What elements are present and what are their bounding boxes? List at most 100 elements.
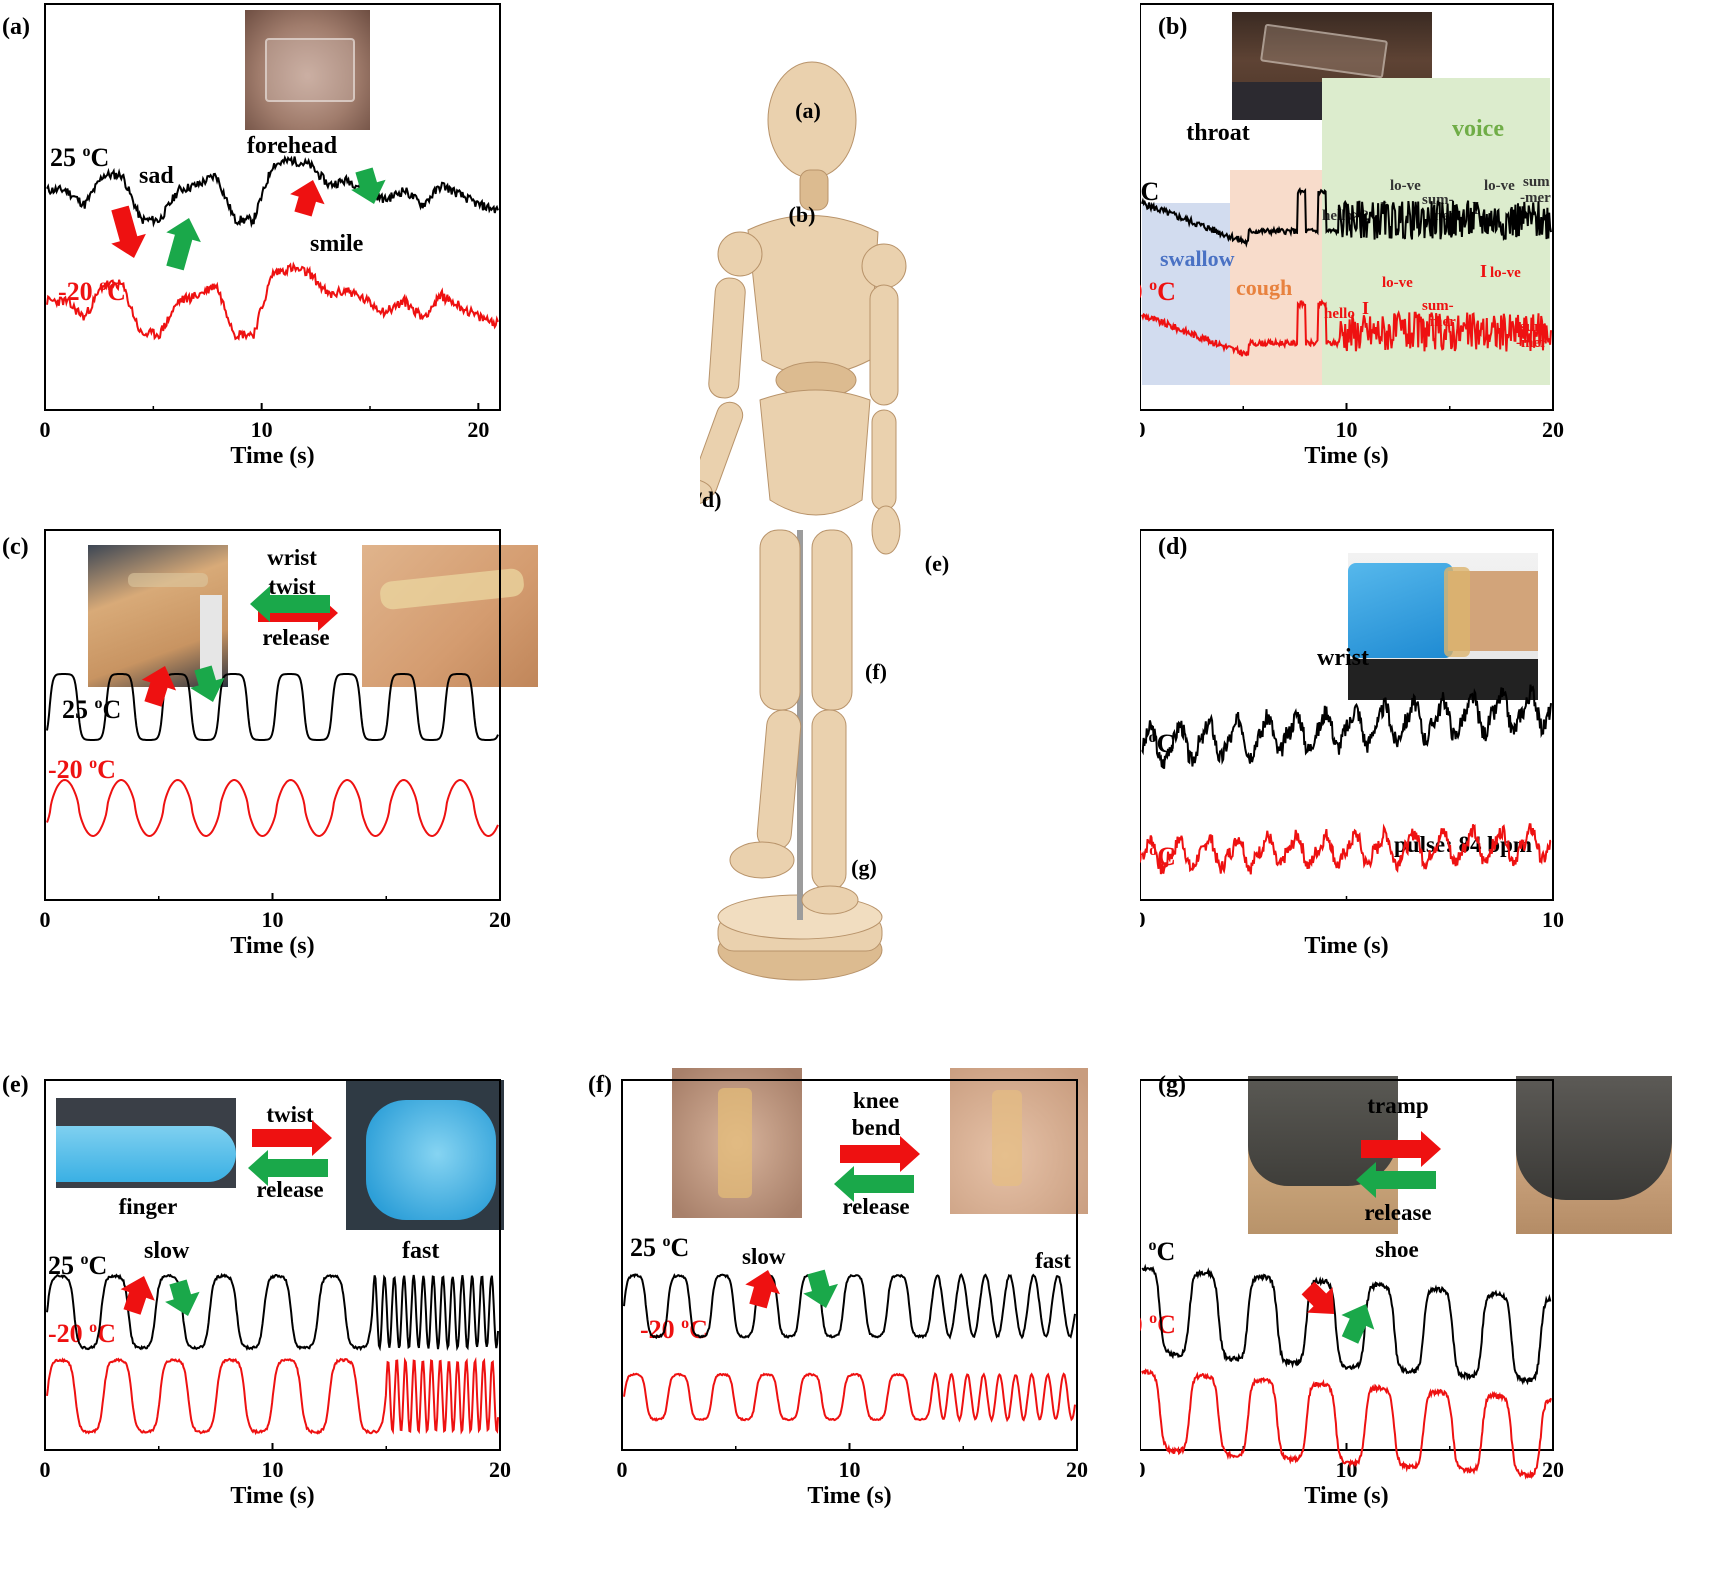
chart-g-xtick-label: 20 — [1542, 1457, 1564, 1482]
mannequin-chest — [747, 215, 879, 376]
annotation-tramp: tramp — [1367, 1093, 1428, 1118]
panel-label-d: (d) — [1158, 534, 1188, 560]
chart-g-xtick-label: 0 — [1140, 1457, 1146, 1482]
chart-c-xtick-label: 20 — [489, 907, 511, 932]
mannequin-hand-right — [700, 479, 713, 505]
chart-b-xlabel: Time (s) — [1304, 443, 1388, 469]
mannequin-forearm-right — [700, 401, 744, 499]
annotation-fast: fast — [402, 1238, 439, 1264]
series-warm-line — [46, 673, 499, 741]
annotation-smile: smile — [310, 231, 364, 257]
mannequin-label-e: (e) — [925, 551, 949, 576]
chart-c-xtick-label: 10 — [262, 907, 284, 932]
chart-a-frame — [44, 3, 501, 411]
series-cold-line — [46, 261, 499, 341]
annotation-sad: sad — [139, 163, 174, 189]
arrow-green — [165, 1279, 200, 1316]
mannequin-label-a: (a) — [795, 98, 821, 123]
speech-label: I — [1362, 298, 1369, 318]
annotation-twist: twist — [266, 1102, 314, 1127]
series-cold-line — [46, 1356, 499, 1436]
chart-c-xtick-label: 0 — [40, 907, 51, 932]
arrow-green — [166, 218, 201, 271]
chart-f-xtick-label: 20 — [1066, 1457, 1088, 1482]
mannequin-hand-left — [871, 505, 901, 555]
arrow-green — [1341, 1304, 1375, 1344]
chart-a-xtick-label: 10 — [251, 417, 273, 442]
series-warm-line — [46, 1272, 499, 1352]
series-warm-line — [1141, 1263, 1552, 1386]
chart-f-xtick-label: 10 — [839, 1457, 861, 1482]
temp-label-warm: 25 oC — [1140, 177, 1159, 206]
arrow-green — [351, 167, 386, 204]
forehead-label: forehead — [247, 133, 338, 159]
temp-label-warm: 25 oC — [62, 695, 121, 724]
mannequin-shin-left — [811, 709, 847, 891]
region-label-swallow: swallow — [1160, 246, 1235, 271]
speech-label: hello — [1324, 306, 1355, 322]
chart-e-xlabel: Time (s) — [230, 1483, 314, 1509]
arrow-red — [141, 666, 177, 707]
finger-straight-photo — [56, 1098, 236, 1188]
arrow-right — [1361, 1131, 1441, 1167]
arrow-left — [250, 586, 330, 622]
mannequin-forearm-left — [871, 409, 897, 511]
annotation-wrist: wrist — [267, 545, 317, 570]
temp-label-cold: -20 oC — [640, 1315, 708, 1344]
temp-label-warm: 25 oC — [1140, 1237, 1175, 1266]
series-cold-line — [1141, 298, 1552, 357]
mannequin-upper-arm-left — [869, 284, 899, 406]
finger-label: finger — [119, 1194, 178, 1219]
chart-b-xtick-label: 10 — [1336, 417, 1358, 442]
shoe-label: shoe — [1375, 1237, 1418, 1262]
chart-b-xtick-label: 20 — [1542, 417, 1564, 442]
chart-f-xlabel: Time (s) — [807, 1483, 891, 1509]
panel-label-f: (f) — [588, 1072, 612, 1098]
speech-label: lo-ve — [1390, 178, 1421, 194]
chart-d-xtick-label: 10 — [1542, 907, 1564, 932]
temp-label-warm: 25 oC — [50, 143, 109, 172]
region-label-voice: voice — [1452, 116, 1504, 142]
mannequin-thigh-left — [811, 529, 853, 711]
annotation-twist: twist — [268, 574, 316, 599]
chart-e-xtick-label: 10 — [262, 1457, 284, 1482]
series-warm-line — [1141, 684, 1552, 769]
mannequin-foot-right — [729, 841, 795, 879]
arrow-red — [111, 205, 146, 258]
temp-label-warm: 25 oC — [48, 1251, 107, 1280]
arrow-red — [1301, 1281, 1334, 1314]
annotation-bend: bend — [852, 1115, 901, 1140]
mannequin-label-cd: (c/d) — [700, 487, 721, 512]
annotation-release: release — [1364, 1200, 1431, 1225]
chart-c-xlabel: Time (s) — [230, 933, 314, 959]
shoe-press-photo — [1516, 1076, 1672, 1234]
speech-label: lo-ve — [1490, 265, 1521, 281]
temp-label-cold: -20 oC — [48, 1319, 116, 1348]
series-warm-line — [46, 154, 499, 229]
region-label-cough: cough — [1236, 275, 1292, 300]
mannequin-neck — [799, 169, 829, 211]
throat-label: throat — [1186, 120, 1250, 146]
speech-label: sum- — [1422, 192, 1454, 208]
mannequin-figure: (a) (b) (c/d) (e) (f) (g) — [700, 61, 949, 981]
speech-label: lo-ve — [1382, 275, 1413, 291]
arrow-right — [840, 1136, 920, 1172]
panel-label-b: (b) — [1158, 14, 1188, 40]
wrist-pulse-photo — [1348, 553, 1538, 700]
chart-e-xtick-label: 20 — [489, 1457, 511, 1482]
mannequin-shin-right — [756, 709, 802, 851]
mannequin-label-g: (g) — [851, 855, 877, 880]
chart-b-xtick-label: 0 — [1140, 417, 1146, 442]
mannequin-label-b: (b) — [789, 202, 816, 227]
temp-label-cold: -20 oC — [1140, 1310, 1176, 1339]
arrow-green — [803, 1269, 838, 1308]
mannequin-pelvis — [759, 389, 871, 516]
chart-a-xtick-label: 20 — [467, 417, 489, 442]
temp-label-cold: -20 oC — [1140, 277, 1176, 306]
speech-label: -mer — [1520, 190, 1551, 206]
speech-label: I — [1480, 261, 1487, 281]
wrist-top-photo — [362, 545, 538, 687]
